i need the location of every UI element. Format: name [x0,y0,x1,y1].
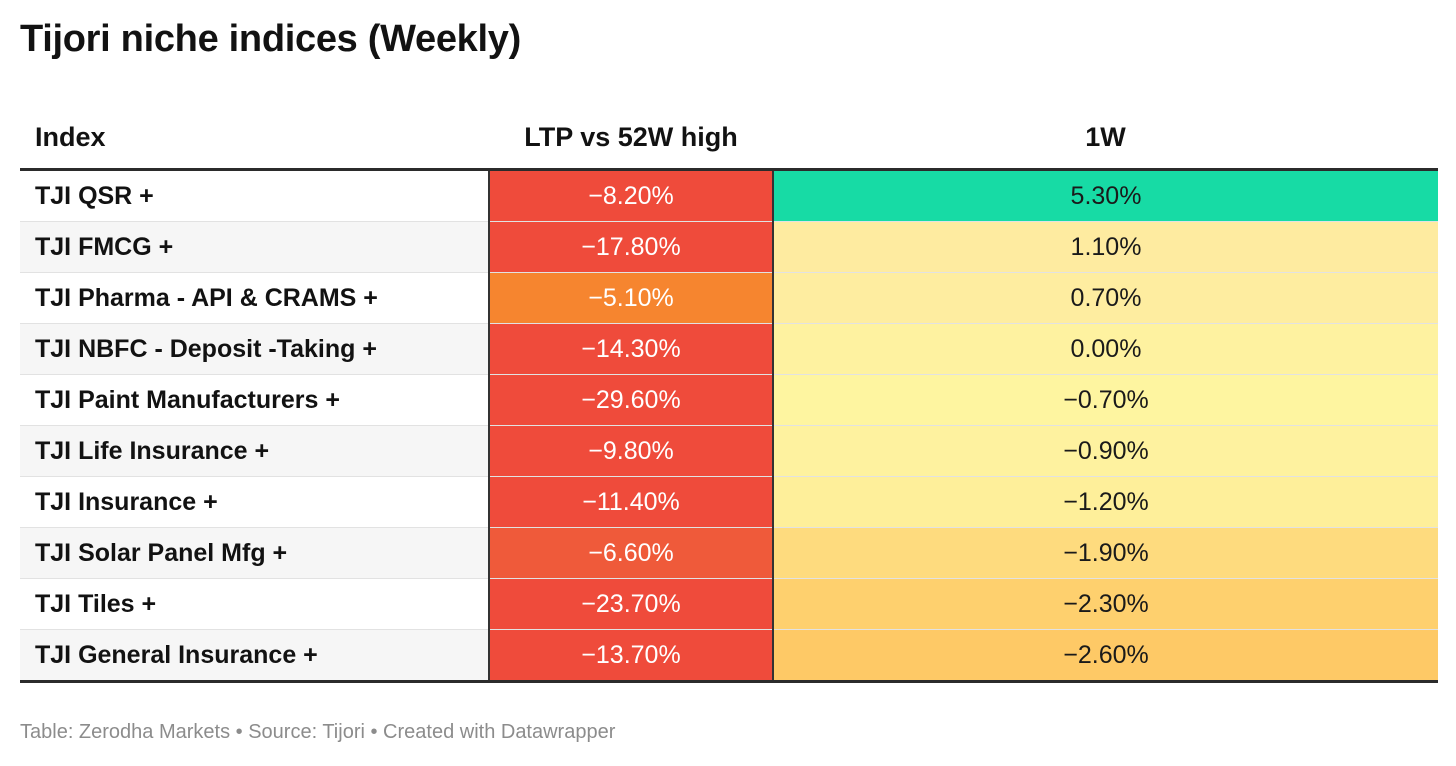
table-row: TJI Paint Manufacturers + −29.60% −0.70% [20,374,1438,426]
ltp-vs-52w-high-cell: −23.70% [488,578,774,630]
table-row: TJI Pharma - API & CRAMS + −5.10% 0.70% [20,272,1438,324]
column-header-index[interactable]: Index [20,106,489,171]
one-week-change-cell: −1.90% [773,527,1438,579]
index-name-cell: TJI NBFC - Deposit -Taking + [20,323,489,375]
index-name-cell: TJI General Insurance + [20,629,489,683]
one-week-change-cell: −0.70% [773,374,1438,426]
table-row: TJI Insurance + −11.40% −1.20% [20,476,1438,528]
column-header-1w[interactable]: 1W [773,106,1438,171]
index-name-cell: TJI Life Insurance + [20,425,489,477]
table-row: TJI Solar Panel Mfg + −6.60% −1.90% [20,527,1438,579]
ltp-vs-52w-high-cell: −17.80% [488,221,774,273]
ltp-vs-52w-high-cell: −11.40% [488,476,774,528]
ltp-vs-52w-high-cell: −6.60% [488,527,774,579]
table-header: Index LTP vs 52W high 1W [20,106,1438,171]
table-row: TJI Life Insurance + −9.80% −0.90% [20,425,1438,477]
index-name-cell: TJI Paint Manufacturers + [20,374,489,426]
ltp-vs-52w-high-cell: −5.10% [488,272,774,324]
table-row: TJI General Insurance + −13.70% −2.60% [20,629,1438,683]
one-week-change-cell: −0.90% [773,425,1438,477]
one-week-change-cell: 0.00% [773,323,1438,375]
one-week-change-cell: −2.60% [773,629,1438,683]
ltp-vs-52w-high-cell: −29.60% [488,374,774,426]
source-footer: Table: Zerodha Markets • Source: Tijori … [20,721,616,743]
index-name-cell: TJI Tiles + [20,578,489,630]
index-name-cell: TJI Pharma - API & CRAMS + [20,272,489,324]
one-week-change-cell: 5.30% [773,169,1438,222]
ltp-vs-52w-high-cell: −9.80% [488,425,774,477]
ltp-vs-52w-high-cell: −8.20% [488,169,774,222]
table-body: TJI QSR + −8.20% 5.30% TJI FMCG + −17.80% 1.1… [20,169,1438,683]
index-name-cell: TJI Insurance + [20,476,489,528]
indices-table: Index LTP vs 52W high 1W TJI QSR + −8.20%… [20,106,1438,683]
ltp-vs-52w-high-cell: −13.70% [488,629,774,683]
one-week-change-cell: 0.70% [773,272,1438,324]
index-name-cell: TJI QSR + [20,169,489,222]
one-week-change-cell: −1.20% [773,476,1438,528]
header-row: Index LTP vs 52W high 1W [20,106,1438,171]
one-week-change-cell: −2.30% [773,578,1438,630]
column-header-ltp-vs-52w-high[interactable]: LTP vs 52W high [489,106,773,171]
index-name-cell: TJI Solar Panel Mfg + [20,527,489,579]
one-week-change-cell: 1.10% [773,221,1438,273]
table-row: TJI QSR + −8.20% 5.30% [20,169,1438,222]
table-row: TJI Tiles + −23.70% −2.30% [20,578,1438,630]
index-name-cell: TJI FMCG + [20,221,489,273]
chart-title: Tijori niche indices (Weekly) [20,18,521,60]
ltp-vs-52w-high-cell: −14.30% [488,323,774,375]
table-row: TJI NBFC - Deposit -Taking + −14.30% 0.00% [20,323,1438,375]
table-row: TJI FMCG + −17.80% 1.10% [20,221,1438,273]
